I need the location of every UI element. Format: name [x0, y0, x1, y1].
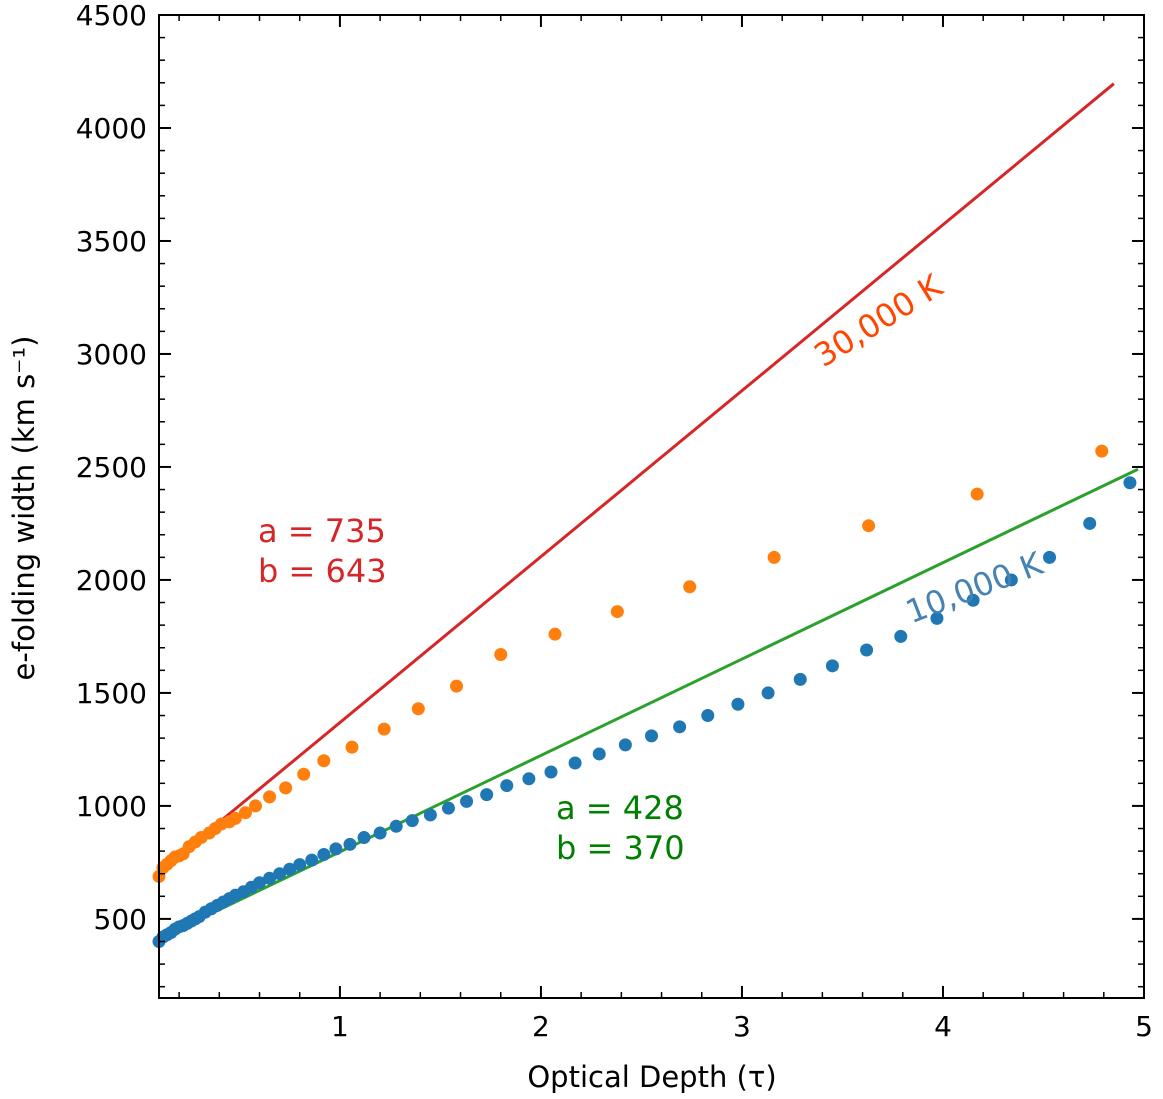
- point-hot: [279, 781, 293, 795]
- plot-frame: [158, 14, 1145, 999]
- point-cool: [389, 819, 403, 833]
- point-cool: [253, 876, 267, 890]
- cool-param-b: b = 370: [556, 829, 685, 867]
- point-cool: [568, 756, 582, 770]
- axis-ticks: [159, 14, 1145, 998]
- point-hot: [411, 702, 425, 716]
- point-cool: [592, 747, 606, 761]
- point-cool: [1123, 476, 1137, 490]
- point-cool: [329, 842, 343, 856]
- point-cool: [966, 593, 980, 607]
- point-cool: [305, 853, 319, 867]
- point-cool: [357, 831, 371, 845]
- y-tick-label: 2000: [76, 564, 147, 597]
- point-cool: [283, 862, 297, 876]
- point-hot: [970, 487, 984, 501]
- y-tick-label: 3000: [76, 338, 147, 371]
- point-cool: [860, 643, 874, 657]
- y-tick-label: 4500: [76, 0, 147, 32]
- point-hot: [263, 790, 277, 804]
- y-axis-label: e-folding width (km s⁻¹): [7, 336, 41, 681]
- point-cool: [825, 659, 839, 673]
- point-cool: [761, 686, 775, 700]
- point-cool: [441, 801, 455, 815]
- y-tick-label: 4000: [76, 112, 147, 145]
- point-cool: [273, 867, 287, 881]
- point-cool: [1083, 516, 1097, 530]
- cool-series-label: 10,000 K: [900, 544, 1048, 631]
- x-tick-label: 1: [331, 1010, 349, 1043]
- point-cool: [500, 779, 514, 793]
- point-cool: [460, 794, 474, 808]
- y-tick-label: 2500: [76, 451, 147, 484]
- tick-labels: 1 2 3 4 5 500 1000 1500 2000 2500 3000 3500 4000 4500: [76, 0, 1153, 1043]
- point-hot: [317, 754, 331, 768]
- point-cool: [793, 672, 807, 686]
- point-hot: [494, 648, 508, 662]
- x-tick-label: 5: [1135, 1010, 1153, 1043]
- point-hot: [228, 811, 242, 825]
- plot-area: [152, 82, 1139, 949]
- point-cool: [645, 729, 658, 743]
- y-tick-label: 1500: [76, 677, 147, 710]
- point-cool: [894, 629, 908, 643]
- data-points: [152, 444, 1137, 949]
- point-hot: [548, 627, 562, 641]
- point-hot: [767, 550, 781, 564]
- point-cool: [343, 837, 357, 851]
- hot-param-a: a = 735: [258, 512, 386, 550]
- point-cool: [263, 871, 277, 885]
- point-cool: [480, 788, 494, 802]
- point-cool: [1004, 573, 1018, 587]
- point-hot: [238, 806, 252, 820]
- hot-param-b: b = 643: [258, 552, 387, 590]
- point-cool: [317, 848, 331, 862]
- point-cool: [405, 814, 419, 828]
- x-axis-label: Optical Depth (τ): [527, 1060, 776, 1094]
- point-hot: [377, 722, 391, 736]
- point-cool: [731, 697, 745, 711]
- point-cool: [293, 858, 307, 872]
- point-cool: [930, 611, 944, 625]
- point-cool: [544, 765, 558, 779]
- y-tick-label: 1000: [76, 790, 147, 823]
- point-hot: [450, 679, 464, 693]
- fit-line-hot: [158, 82, 1115, 874]
- point-cool: [522, 772, 536, 786]
- point-hot: [248, 799, 262, 813]
- point-hot: [683, 580, 697, 594]
- point-cool: [373, 826, 387, 840]
- point-cool: [673, 720, 687, 734]
- point-hot: [297, 767, 311, 781]
- point-cool: [701, 709, 715, 723]
- point-cool: [618, 738, 632, 752]
- point-hot: [1095, 444, 1109, 458]
- cool-param-a: a = 428: [556, 789, 684, 827]
- point-hot: [610, 605, 624, 619]
- x-tick-label: 3: [733, 1010, 751, 1043]
- point-cool: [1043, 550, 1057, 564]
- x-tick-label: 4: [934, 1010, 952, 1043]
- x-tick-label: 2: [532, 1010, 550, 1043]
- point-hot: [862, 519, 876, 533]
- y-tick-label: 3500: [76, 225, 147, 258]
- y-tick-label: 500: [94, 903, 147, 936]
- point-hot: [345, 740, 359, 754]
- point-cool: [423, 808, 437, 822]
